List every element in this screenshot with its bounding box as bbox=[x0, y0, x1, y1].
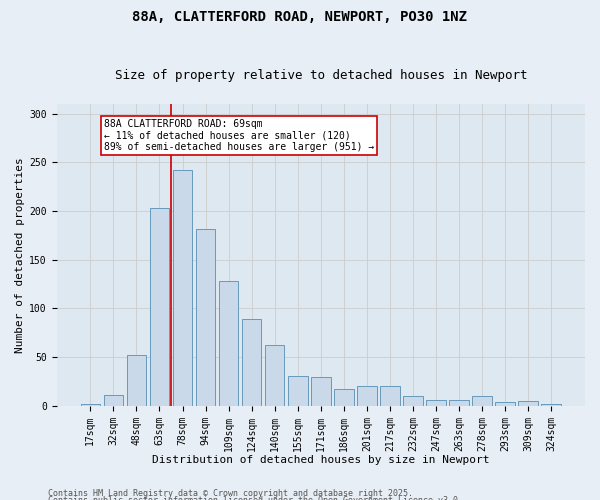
Bar bbox=[149, 208, 169, 406]
Bar bbox=[80, 404, 100, 406]
Y-axis label: Number of detached properties: Number of detached properties bbox=[15, 157, 25, 353]
Bar bbox=[541, 404, 561, 406]
Text: Contains public sector information licensed under the Open Government Licence v3: Contains public sector information licen… bbox=[48, 496, 463, 500]
Bar bbox=[265, 346, 284, 406]
Bar bbox=[127, 355, 146, 406]
Text: 88A CLATTERFORD ROAD: 69sqm
← 11% of detached houses are smaller (120)
89% of se: 88A CLATTERFORD ROAD: 69sqm ← 11% of det… bbox=[104, 118, 374, 152]
Bar bbox=[496, 402, 515, 406]
Bar bbox=[196, 228, 215, 406]
Bar bbox=[288, 376, 308, 406]
Bar bbox=[334, 390, 353, 406]
Bar bbox=[380, 386, 400, 406]
Text: 88A, CLATTERFORD ROAD, NEWPORT, PO30 1NZ: 88A, CLATTERFORD ROAD, NEWPORT, PO30 1NZ bbox=[133, 10, 467, 24]
Bar bbox=[219, 281, 238, 406]
Text: Contains HM Land Registry data © Crown copyright and database right 2025.: Contains HM Land Registry data © Crown c… bbox=[48, 488, 413, 498]
Title: Size of property relative to detached houses in Newport: Size of property relative to detached ho… bbox=[115, 69, 527, 82]
Bar bbox=[357, 386, 377, 406]
Bar bbox=[403, 396, 423, 406]
Bar bbox=[173, 170, 192, 406]
Bar bbox=[311, 376, 331, 406]
Bar bbox=[472, 396, 492, 406]
Bar bbox=[518, 401, 538, 406]
Bar bbox=[104, 395, 123, 406]
Bar bbox=[449, 400, 469, 406]
Bar bbox=[426, 400, 446, 406]
X-axis label: Distribution of detached houses by size in Newport: Distribution of detached houses by size … bbox=[152, 455, 490, 465]
Bar bbox=[242, 319, 262, 406]
